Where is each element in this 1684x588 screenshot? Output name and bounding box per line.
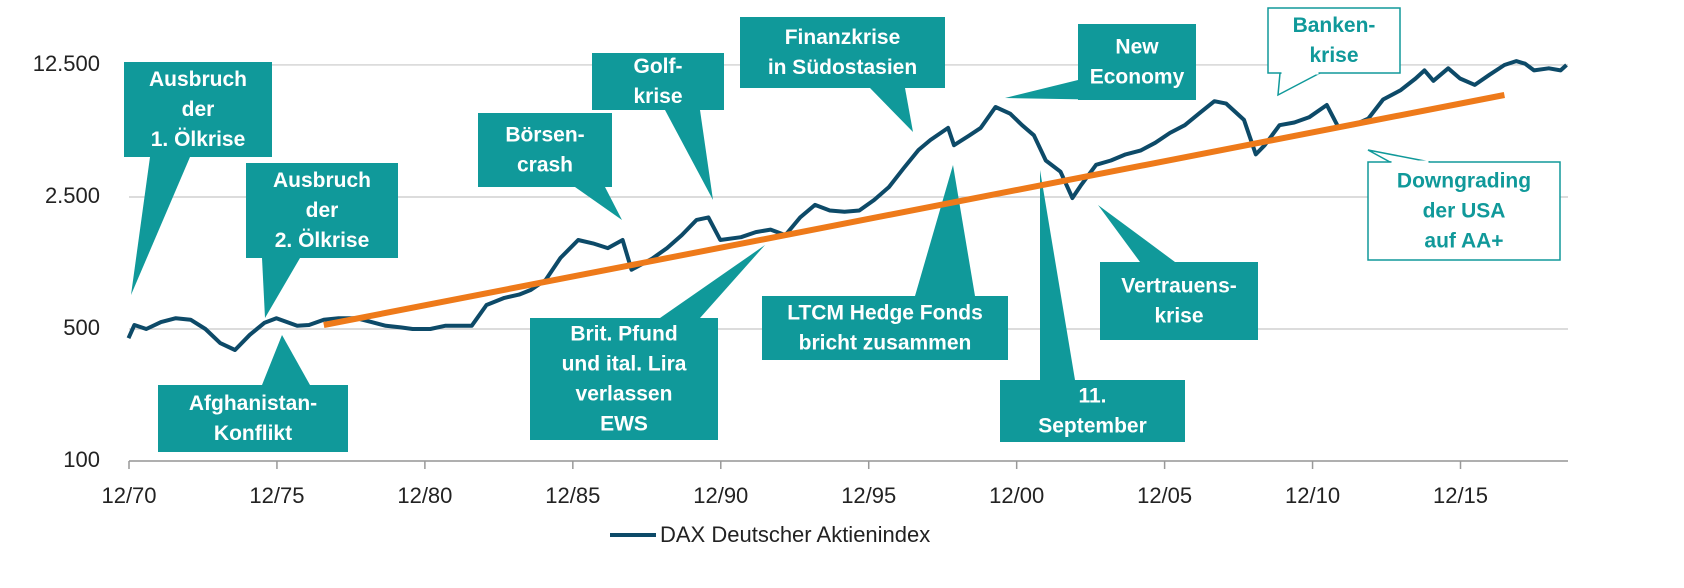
callout-pointer <box>1367 149 1431 163</box>
callout-box <box>762 296 1008 360</box>
callout-text: Golf- <box>634 55 683 78</box>
callout: Ausbruch der 2. Ölkrise <box>246 163 398 318</box>
callout-text: krise <box>1154 305 1203 328</box>
callout-pointer <box>1040 170 1075 380</box>
callout-text: Downgrading <box>1397 170 1531 193</box>
y-tick-label: 100 <box>63 447 100 472</box>
y-tick-label: 2.500 <box>45 183 100 208</box>
callout-text: verlassen <box>576 383 673 406</box>
x-tick-label: 12/15 <box>1433 483 1488 508</box>
callout-text: 11. <box>1078 385 1106 408</box>
callout-box <box>530 318 718 440</box>
annotations: Ausbruch der 1. Ölkrise Ausbruch der 2. Ölkri… <box>124 7 1561 452</box>
x-tick-label: 12/05 <box>1137 483 1192 508</box>
callout-pointer <box>870 88 913 132</box>
callout-text: LTCM Hedge Fonds <box>787 302 983 325</box>
callout-text: bricht zusammen <box>799 332 972 355</box>
callout: Vertrauens-krise <box>1098 205 1258 340</box>
callout-pointer <box>1098 205 1175 262</box>
callout-box <box>1367 161 1561 261</box>
x-tick-label: 12/95 <box>841 483 896 508</box>
callout-box <box>158 385 348 452</box>
callout-box <box>740 17 945 88</box>
x-tick-label: 12/70 <box>101 483 156 508</box>
callout-text: Finanzkrise <box>785 26 901 49</box>
callout-text: der <box>306 199 339 222</box>
callout-box <box>1078 24 1196 100</box>
callout-text: 2. Ölkrise <box>275 229 370 252</box>
callout-pointer <box>262 335 310 385</box>
callout: New Economy <box>1005 24 1196 100</box>
x-tick-label: 12/80 <box>397 483 452 508</box>
x-tick-label: 12/75 <box>249 483 304 508</box>
callout-text: Börsen- <box>505 124 584 147</box>
callout-box <box>1000 380 1185 442</box>
callout-text: und ital. Lira <box>562 353 687 376</box>
callout-text: Afghanistan- <box>189 392 317 415</box>
y-tick-label: 12.500 <box>33 51 100 76</box>
callout: Downgrading der USA auf AA+ <box>1367 149 1561 261</box>
callout-text: crash <box>517 154 573 177</box>
callout-pointer <box>660 245 765 318</box>
callout-text: New <box>1115 36 1159 59</box>
callout-text: der USA <box>1423 200 1506 223</box>
callout-text: krise <box>1309 44 1358 67</box>
callout-text: auf AA+ <box>1424 230 1503 253</box>
callout-box <box>1100 262 1258 340</box>
callout-pointer <box>665 110 713 200</box>
callout-text: der <box>182 98 215 121</box>
callout-box <box>478 113 612 187</box>
callout-text: Economy <box>1090 66 1185 89</box>
x-tick-label: 12/10 <box>1285 483 1340 508</box>
callout-text: in Südostasien <box>768 56 917 79</box>
callout-text: krise <box>633 85 682 108</box>
callout-text: September <box>1038 415 1147 438</box>
callout-text: 1. Ölkrise <box>151 128 246 151</box>
y-tick-label: 500 <box>63 315 100 340</box>
callout-pointer <box>262 258 300 318</box>
callout-box <box>124 62 272 157</box>
callout: LTCM Hedge Fonds bricht zusammen <box>762 165 1008 360</box>
callout: Börsen-crash <box>478 113 622 220</box>
callout-box <box>246 163 398 258</box>
callout: Banken-krise <box>1267 7 1401 97</box>
callout: Ausbruch der 1. Ölkrise <box>124 62 272 295</box>
data-line <box>323 92 1505 328</box>
callout-pointer <box>575 187 622 220</box>
callout: Finanzkrise in Südostasien <box>740 17 945 132</box>
x-tick-label: 12/90 <box>693 483 748 508</box>
callout-text: EWS <box>600 413 648 436</box>
callout-text: Konflikt <box>214 422 292 445</box>
x-tick-label: 12/00 <box>989 483 1044 508</box>
callout-box <box>592 53 724 110</box>
callout-text: Banken- <box>1293 14 1376 37</box>
callout: Golf-krise <box>592 53 724 200</box>
callout-box <box>1267 7 1401 74</box>
callout: Afghanistan- Konflikt <box>158 335 348 452</box>
callout-text: Brit. Pfund <box>570 323 677 346</box>
callout-text: Ausbruch <box>149 68 247 91</box>
callout-text: Ausbruch <box>273 169 371 192</box>
x-tick-label: 12/85 <box>545 483 600 508</box>
callout-pointer <box>915 165 975 296</box>
callout-text: Vertrauens- <box>1121 275 1237 298</box>
callout-pointer <box>1277 72 1321 97</box>
callout: 11. September <box>1000 170 1185 442</box>
legend-label: DAX Deutscher Aktienindex <box>660 522 930 547</box>
callout: Brit. Pfund und ital. Lira verlassen EWS <box>530 245 765 440</box>
callout-pointer <box>131 157 190 295</box>
